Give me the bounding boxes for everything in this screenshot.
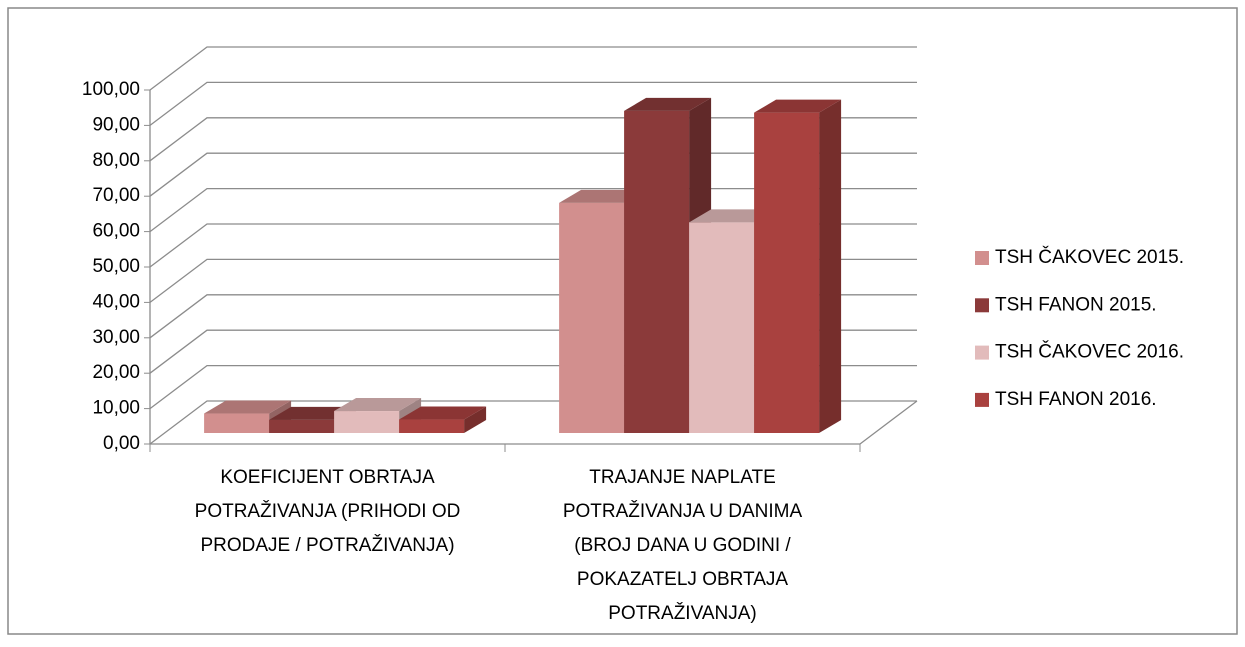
y-tick-label: 20,00 <box>92 362 140 383</box>
x-tick-label: TRAJANJE NAPLATE <box>589 467 776 488</box>
bar <box>399 419 465 433</box>
y-tick-label: 100,00 <box>82 79 140 100</box>
bar <box>204 413 270 433</box>
y-tick-label: 90,00 <box>92 114 140 135</box>
x-tick-label: POTRAŽIVANJA U DANIMA <box>563 500 803 522</box>
bar-top <box>754 99 842 113</box>
y-tick-label: 10,00 <box>92 398 140 419</box>
y-tick-label: 0,00 <box>103 433 140 454</box>
legend-swatch <box>975 298 989 313</box>
legend-label: TSH ČAKOVEC 2015. <box>995 246 1184 268</box>
x-tick-label: PRODAJE / POTRAŽIVANJA) <box>200 534 454 556</box>
y-tick-label: 70,00 <box>92 185 140 206</box>
legend-label: TSH FANON 2015. <box>995 294 1157 315</box>
bar-top <box>399 406 487 420</box>
bar <box>689 222 755 433</box>
bar <box>334 411 400 433</box>
bar-side <box>819 99 842 433</box>
bar <box>559 202 625 433</box>
bar <box>754 112 820 433</box>
legend-label: TSH ČAKOVEC 2016. <box>995 341 1184 363</box>
x-tick-label: POTRAŽIVANJA) <box>608 602 757 624</box>
legend-swatch <box>975 251 989 265</box>
x-tick-label: POTRAŽIVANJA (PRIHODI OD <box>195 500 461 522</box>
legend-swatch <box>975 345 989 360</box>
bar-top <box>334 398 422 412</box>
bar-top <box>204 400 292 414</box>
bar-side <box>464 406 487 433</box>
x-tick-label: KOEFICIJENT OBRTAJA <box>220 467 435 488</box>
x-tick-label: (BROJ DANA U GODINI / <box>574 535 791 556</box>
x-tick-label: POKAZATELJ OBRTAJA <box>577 569 788 590</box>
y-tick-label: 30,00 <box>92 327 140 348</box>
bar <box>624 110 690 434</box>
y-tick-label: 40,00 <box>92 291 140 312</box>
grid-line <box>149 81 917 126</box>
legend-label: TSH FANON 2016. <box>995 389 1157 410</box>
y-tick-label: 60,00 <box>92 221 140 242</box>
y-tick-label: 80,00 <box>92 150 140 171</box>
y-tick-label: 50,00 <box>92 256 140 277</box>
grid-line <box>149 46 917 91</box>
bar <box>269 419 335 433</box>
legend-swatch <box>975 392 989 407</box>
bar-top <box>624 97 712 111</box>
